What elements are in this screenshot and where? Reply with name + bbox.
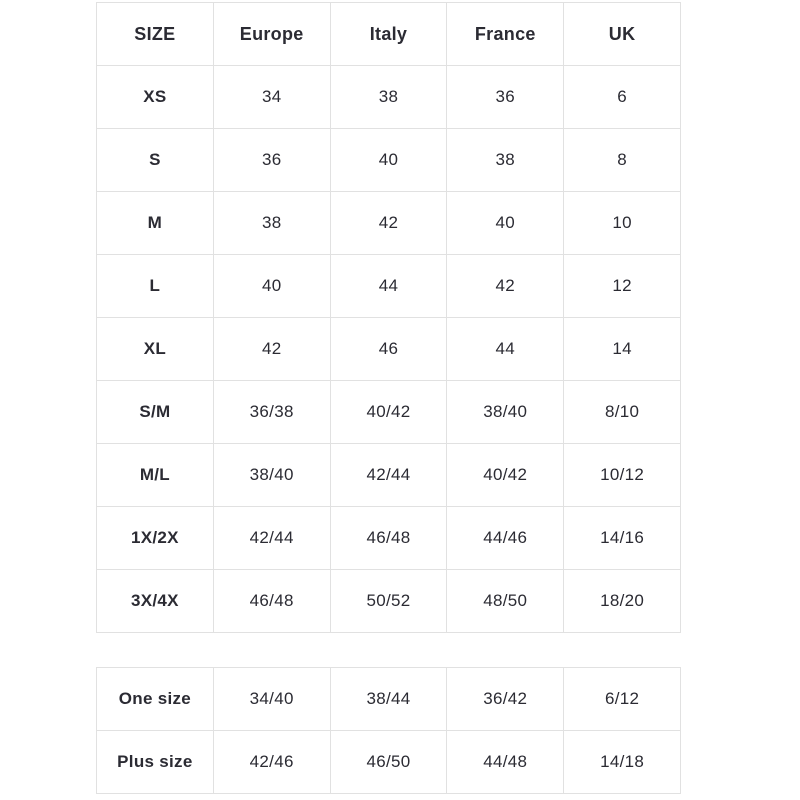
table-cell: 46/48	[329, 506, 448, 570]
table-row-xs: XS 34 38 36 6	[96, 65, 681, 129]
table-cell: 36	[446, 65, 565, 129]
row-label-s: S	[96, 128, 214, 192]
table-row-m-l: M/L 38/40 42/44 40/42 10/12	[96, 443, 681, 507]
table-cell: 14/16	[563, 506, 681, 570]
table-cell: 42/46	[212, 730, 331, 794]
table-cell: 42/44	[212, 506, 331, 570]
table-cell: 38/40	[446, 380, 565, 444]
table-row-xl: XL 42 46 44 14	[96, 317, 681, 381]
row-label-plus-size: Plus size	[96, 730, 214, 794]
table-cell: 12	[563, 254, 681, 318]
table-cell: 40	[446, 191, 565, 255]
table-cell: 50/52	[329, 569, 448, 633]
table-cell: 42	[329, 191, 448, 255]
table-cell: 42/44	[329, 443, 448, 507]
table-cell: 8/10	[563, 380, 681, 444]
table-row-l: L 40 44 42 12	[96, 254, 681, 318]
table-cell: 38	[212, 191, 331, 255]
column-header-france: France	[446, 2, 565, 66]
header-row: SIZE Europe Italy France UK	[96, 2, 681, 66]
table-cell: 46/50	[329, 730, 448, 794]
table-cell: 44	[329, 254, 448, 318]
table-cell: 46	[329, 317, 448, 381]
column-header-uk: UK	[563, 2, 681, 66]
row-label-m: M	[96, 191, 214, 255]
table-cell: 8	[563, 128, 681, 192]
table-row-s-m: S/M 36/38 40/42 38/40 8/10	[96, 380, 681, 444]
table-cell: 6/12	[563, 667, 681, 731]
table-cell: 34	[212, 65, 331, 129]
row-label-one-size: One size	[96, 667, 214, 731]
table-cell: 34/40	[212, 667, 331, 731]
table-cell: 36/38	[212, 380, 331, 444]
table-cell: 44/46	[446, 506, 565, 570]
table-row-plus-size: Plus size 42/46 46/50 44/48 14/18	[96, 730, 681, 794]
table-cell: 10	[563, 191, 681, 255]
table-cell: 40/42	[329, 380, 448, 444]
row-label-xs: XS	[96, 65, 214, 129]
table-cell: 40	[329, 128, 448, 192]
row-label-xl: XL	[96, 317, 214, 381]
row-label-1x-2x: 1X/2X	[96, 506, 214, 570]
table-cell: 46/48	[212, 569, 331, 633]
column-header-europe: Europe	[212, 2, 331, 66]
table-cell: 42	[212, 317, 331, 381]
row-label-l: L	[96, 254, 214, 318]
table-row-3x-4x: 3X/4X 46/48 50/52 48/50 18/20	[96, 569, 681, 633]
table-cell: 40	[212, 254, 331, 318]
special-sizes-table: One size 34/40 38/44 36/42 6/12 Plus siz…	[96, 667, 681, 794]
table-cell: 14/18	[563, 730, 681, 794]
table-cell: 44/48	[446, 730, 565, 794]
row-label-m-l: M/L	[96, 443, 214, 507]
table-cell: 36/42	[446, 667, 565, 731]
size-guide: SIZE Europe Italy France UK XS 34 38 36 …	[96, 2, 681, 794]
row-label-s-m: S/M	[96, 380, 214, 444]
table-cell: 14	[563, 317, 681, 381]
table-cell: 44	[446, 317, 565, 381]
table-cell: 36	[212, 128, 331, 192]
table-row-s: S 36 40 38 8	[96, 128, 681, 192]
table-cell: 38	[446, 128, 565, 192]
table-row-m: M 38 42 40 10	[96, 191, 681, 255]
size-conversion-table: SIZE Europe Italy France UK XS 34 38 36 …	[96, 2, 681, 633]
column-header-size: SIZE	[96, 2, 214, 66]
table-cell: 40/42	[446, 443, 565, 507]
table-cell: 6	[563, 65, 681, 129]
table-cell: 38	[329, 65, 448, 129]
table-cell: 10/12	[563, 443, 681, 507]
table-cell: 18/20	[563, 569, 681, 633]
table-cell: 38/40	[212, 443, 331, 507]
table-row-one-size: One size 34/40 38/44 36/42 6/12	[96, 667, 681, 731]
table-cell: 48/50	[446, 569, 565, 633]
table-cell: 38/44	[329, 667, 448, 731]
table-row-1x-2x: 1X/2X 42/44 46/48 44/46 14/16	[96, 506, 681, 570]
table-cell: 42	[446, 254, 565, 318]
row-label-3x-4x: 3X/4X	[96, 569, 214, 633]
column-header-italy: Italy	[329, 2, 448, 66]
